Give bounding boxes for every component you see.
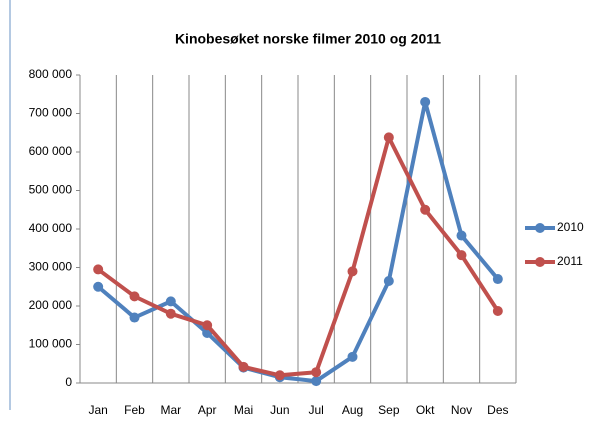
x-tick-label: Mai bbox=[234, 403, 253, 417]
y-tick-label: 0 bbox=[65, 375, 72, 389]
legend-marker bbox=[535, 223, 545, 233]
x-tick-label: Des bbox=[487, 403, 508, 417]
series-line bbox=[96, 99, 500, 384]
x-tick-label: Jun bbox=[270, 403, 289, 417]
point bbox=[311, 367, 322, 378]
point bbox=[93, 264, 104, 275]
point bbox=[383, 132, 394, 143]
point bbox=[492, 306, 503, 317]
y-tick-label: 400 000 bbox=[29, 221, 73, 235]
point bbox=[383, 275, 394, 286]
x-tick-label: Apr bbox=[198, 403, 217, 417]
x-tick-label: Jan bbox=[88, 403, 107, 417]
y-tick-label: 800 000 bbox=[29, 67, 73, 81]
point bbox=[492, 274, 503, 285]
point bbox=[202, 320, 213, 331]
x-tick-label: Nov bbox=[451, 403, 472, 417]
y-tick-label: 100 000 bbox=[29, 337, 73, 351]
y-tick-label: 200 000 bbox=[29, 298, 73, 312]
point bbox=[456, 230, 467, 241]
y-tick-label: 300 000 bbox=[29, 260, 73, 274]
legend-label: 2010 bbox=[557, 220, 584, 234]
y-tick-label: 600 000 bbox=[29, 144, 73, 158]
point bbox=[165, 296, 176, 307]
x-tick-label: Aug bbox=[342, 403, 363, 417]
point bbox=[129, 291, 140, 302]
point bbox=[347, 351, 358, 362]
point bbox=[347, 266, 358, 277]
point bbox=[420, 96, 431, 107]
point bbox=[274, 370, 285, 381]
chart-title: Kinobesøket norske filmer 2010 og 2011 bbox=[175, 31, 441, 47]
y-tick-label: 700 000 bbox=[29, 106, 73, 120]
point bbox=[238, 361, 249, 372]
legend-label: 2011 bbox=[557, 254, 583, 268]
x-tick-label: Okt bbox=[416, 403, 435, 417]
legend-marker bbox=[535, 257, 545, 267]
x-tick-label: Mar bbox=[160, 403, 181, 417]
point bbox=[420, 204, 431, 215]
point bbox=[93, 281, 104, 292]
x-tick-label: Jul bbox=[308, 403, 323, 417]
point bbox=[311, 376, 322, 387]
y-tick-label: 500 000 bbox=[29, 183, 73, 197]
point bbox=[165, 308, 176, 319]
series-line bbox=[96, 135, 500, 378]
point bbox=[456, 250, 467, 261]
point bbox=[129, 312, 140, 323]
x-tick-label: Feb bbox=[124, 403, 145, 417]
x-tick-label: Sep bbox=[378, 403, 400, 417]
